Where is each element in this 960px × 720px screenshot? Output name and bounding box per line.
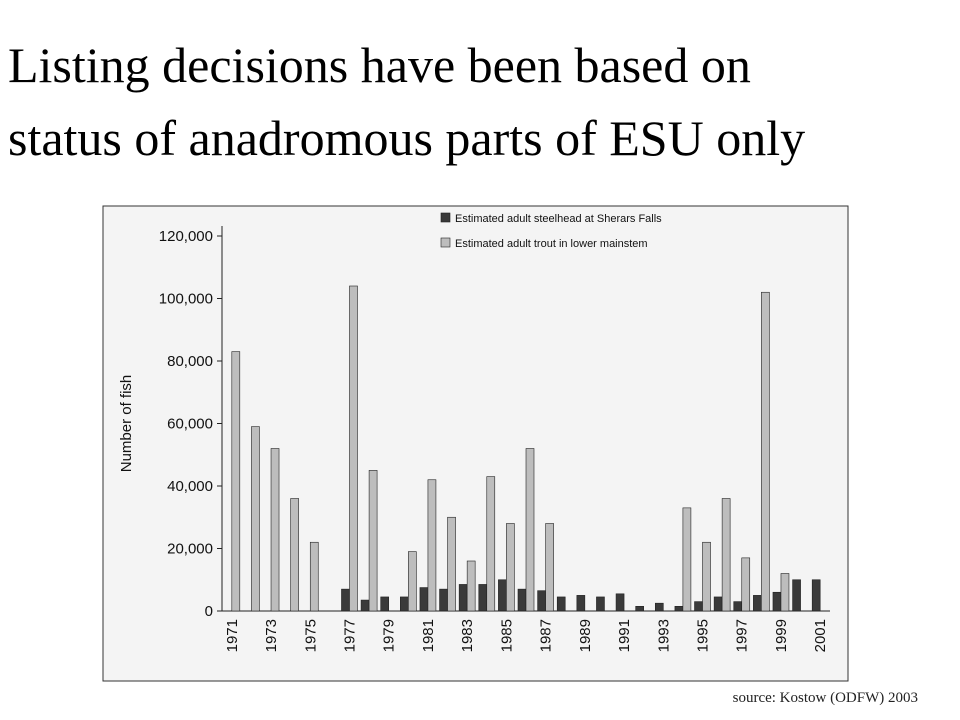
x-tick-label: 1985 [498,619,515,652]
bar [251,426,260,612]
bar [721,498,731,612]
x-tick-label: 1975 [302,619,319,652]
bar [341,588,350,612]
y-tick-label: 80,000 [167,353,213,370]
bar [419,587,429,612]
y-tick-label: 40,000 [167,478,213,495]
legend-swatch [440,212,451,223]
bar [753,595,762,612]
bar [349,285,358,612]
x-tick-label: 1995 [695,619,712,652]
bar [458,584,468,612]
bar [654,602,664,612]
bar [733,601,743,612]
bar [290,498,299,612]
bar [713,596,723,612]
legend-label: Estimated adult trout in lower mainstem [455,238,648,250]
x-tick-label: 1983 [459,619,476,652]
x-tick-label: 1973 [263,619,280,652]
y-tick-label: 0 [205,603,213,620]
source: source: Kostow (ODFW) 2003 [733,690,918,706]
bar [447,516,456,612]
bar [537,590,546,612]
bar [674,606,684,612]
bar [556,596,566,612]
title-line: Listing decisions have been based on [8,37,751,93]
bar [360,599,370,612]
x-tick-label: 1989 [577,619,594,652]
bar [761,291,770,612]
bar [780,573,790,612]
bar [368,470,378,612]
bar [615,593,625,612]
x-tick-label: 1997 [734,619,751,652]
y-tick-label: 100,000 [159,291,213,308]
bar [270,448,280,612]
bar [309,541,319,612]
bar [694,601,703,612]
y-axis-label: Number of fish [118,375,135,473]
bar [596,596,605,612]
x-tick-label: 1999 [773,619,790,652]
x-tick-label: 2001 [812,619,829,652]
bar [478,584,488,612]
bar [231,351,241,612]
bar [576,595,586,612]
bar [408,551,417,612]
legend-swatch [440,237,451,248]
bar [486,476,496,612]
bar [427,479,437,612]
bar [517,588,527,612]
bar [545,523,554,612]
x-tick-label: 1977 [341,619,358,652]
y-tick-label: 20,000 [167,541,213,558]
y-tick-label: 120,000 [159,228,213,245]
y-tick-label: 60,000 [167,416,213,433]
bar [466,560,476,612]
bar [498,579,507,612]
bar [400,596,409,612]
x-tick-label: 1987 [538,619,555,652]
bar [741,557,751,612]
bar [811,579,821,612]
x-tick-label: 1981 [420,619,437,652]
x-tick-label: 1993 [655,619,672,652]
title-line: status of anadromous parts of ESU only [8,110,805,166]
bar [792,579,801,612]
bar [439,588,448,612]
x-tick-label: 1971 [224,619,241,652]
bar [525,448,535,612]
x-tick-label: 1979 [381,619,398,652]
bar [772,591,782,612]
legend-label: Estimated adult steelhead at Sherars Fal… [455,213,662,225]
x-tick-label: 1991 [616,619,633,652]
bar [380,596,390,612]
bar [635,606,644,612]
bar [702,541,711,612]
bar [506,523,515,612]
bar [682,507,692,612]
